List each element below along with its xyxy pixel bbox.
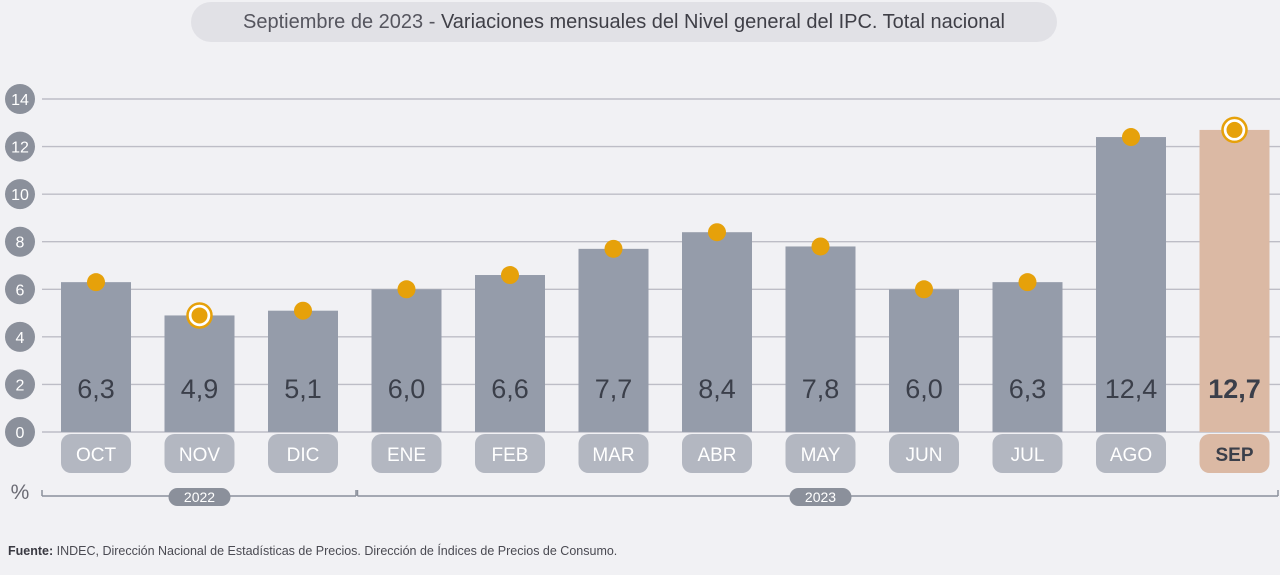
bar xyxy=(1096,137,1166,433)
dot-marker xyxy=(294,301,312,320)
y-tick-badge xyxy=(5,179,35,210)
source-label: Fuente: xyxy=(8,544,54,558)
x-tick-label: FEB xyxy=(492,445,529,466)
x-tick-label: SEP xyxy=(1215,445,1253,466)
category-pill xyxy=(371,434,442,473)
dot-marker xyxy=(1122,128,1140,147)
bar xyxy=(1199,129,1270,432)
bar xyxy=(475,275,545,432)
bar xyxy=(578,248,649,432)
bar xyxy=(164,315,235,432)
year-label: 2022 xyxy=(184,489,215,505)
dot-marker xyxy=(708,223,726,242)
dot-marker xyxy=(397,280,416,299)
x-tick-label: ENE xyxy=(387,445,426,466)
y-tick-label: 8 xyxy=(16,235,25,252)
category-pill xyxy=(785,434,856,473)
dot-marker xyxy=(1018,273,1037,292)
bar-value-label: 5,1 xyxy=(284,374,322,404)
y-tick-badge xyxy=(5,369,35,400)
y-tick-label: 0 xyxy=(16,425,25,442)
dot-marker xyxy=(915,280,933,299)
y-tick-label: 6 xyxy=(16,282,25,299)
y-axis-label: % xyxy=(11,481,30,504)
y-tick-badge xyxy=(5,274,35,305)
x-tick-label: OCT xyxy=(76,445,117,466)
category-pill xyxy=(992,434,1063,473)
bar-value-label: 6,3 xyxy=(77,374,115,404)
bar-value-label: 4,9 xyxy=(181,374,219,404)
bar xyxy=(889,289,959,432)
y-tick-label: 14 xyxy=(11,92,29,109)
year-label: 2023 xyxy=(805,489,836,505)
y-tick-badge xyxy=(5,417,35,447)
source-text: INDEC, Dirección Nacional de Estadística… xyxy=(53,544,618,558)
y-tick-badge xyxy=(5,131,35,162)
bar-value-label: 12,4 xyxy=(1105,374,1158,404)
bar xyxy=(371,289,442,432)
x-tick-label: JUN xyxy=(906,445,943,466)
bar-value-label: 6,6 xyxy=(491,374,529,404)
x-tick-label: AGO xyxy=(1110,445,1152,466)
bar xyxy=(992,282,1063,432)
bar-value-label: 7,7 xyxy=(595,374,633,404)
y-tick-label: 4 xyxy=(16,330,25,347)
category-pill xyxy=(475,434,545,473)
dot-marker xyxy=(604,239,623,258)
x-tick-label: MAR xyxy=(592,445,634,466)
x-tick-label: DIC xyxy=(287,445,320,466)
y-tick-label: 2 xyxy=(16,377,25,394)
bar xyxy=(268,310,338,432)
bar-value-label: 6,3 xyxy=(1009,374,1047,404)
y-tick-badge xyxy=(5,226,35,257)
bar-value-label: 12,7 xyxy=(1208,374,1261,404)
bar xyxy=(61,282,131,432)
bar xyxy=(785,246,856,432)
category-pill xyxy=(61,434,131,473)
x-tick-label: ABR xyxy=(697,445,736,466)
category-pill xyxy=(268,434,338,473)
title-date: Septiembre de 2023 xyxy=(243,10,424,33)
bar-value-label: 6,0 xyxy=(388,374,426,404)
title-text: Variaciones mensuales del Nivel general … xyxy=(440,10,1005,33)
y-tick-badge xyxy=(5,321,35,352)
category-pill xyxy=(164,434,235,473)
y-tick-label: 12 xyxy=(11,140,29,157)
source-note: Fuente: INDEC, Dirección Nacional de Est… xyxy=(8,544,617,558)
category-pill xyxy=(1199,434,1270,473)
bar xyxy=(682,232,752,432)
chart-title: Septiembre de 2023 - Variaciones mensual… xyxy=(191,2,1057,42)
x-tick-label: NOV xyxy=(179,445,221,466)
category-pill xyxy=(1096,434,1166,473)
x-tick-label: JUL xyxy=(1011,445,1045,466)
category-pill xyxy=(889,434,959,473)
dot-marker xyxy=(811,237,830,256)
bar-value-label: 6,0 xyxy=(905,374,943,404)
title-separator: - xyxy=(423,10,441,33)
y-tick-label: 10 xyxy=(11,187,29,204)
dot-marker xyxy=(87,273,105,292)
x-tick-label: MAY xyxy=(801,445,841,466)
ring-marker-dot xyxy=(191,307,208,324)
bar-value-label: 8,4 xyxy=(698,374,736,404)
category-pill xyxy=(578,434,649,473)
year-badge xyxy=(168,488,231,506)
year-badge xyxy=(789,488,852,506)
bar-value-label: 7,8 xyxy=(802,374,840,404)
y-tick-badge xyxy=(5,84,35,114)
bar-chart: 0 2 4 6 8 10 12 14 6,3 4,9 5,1 6,0 6,6 7,7 8,4 7,8 6,0 6,… xyxy=(5,84,1280,506)
ring-marker-dot xyxy=(1226,121,1243,138)
dot-marker xyxy=(501,266,519,285)
category-pill xyxy=(682,434,752,473)
